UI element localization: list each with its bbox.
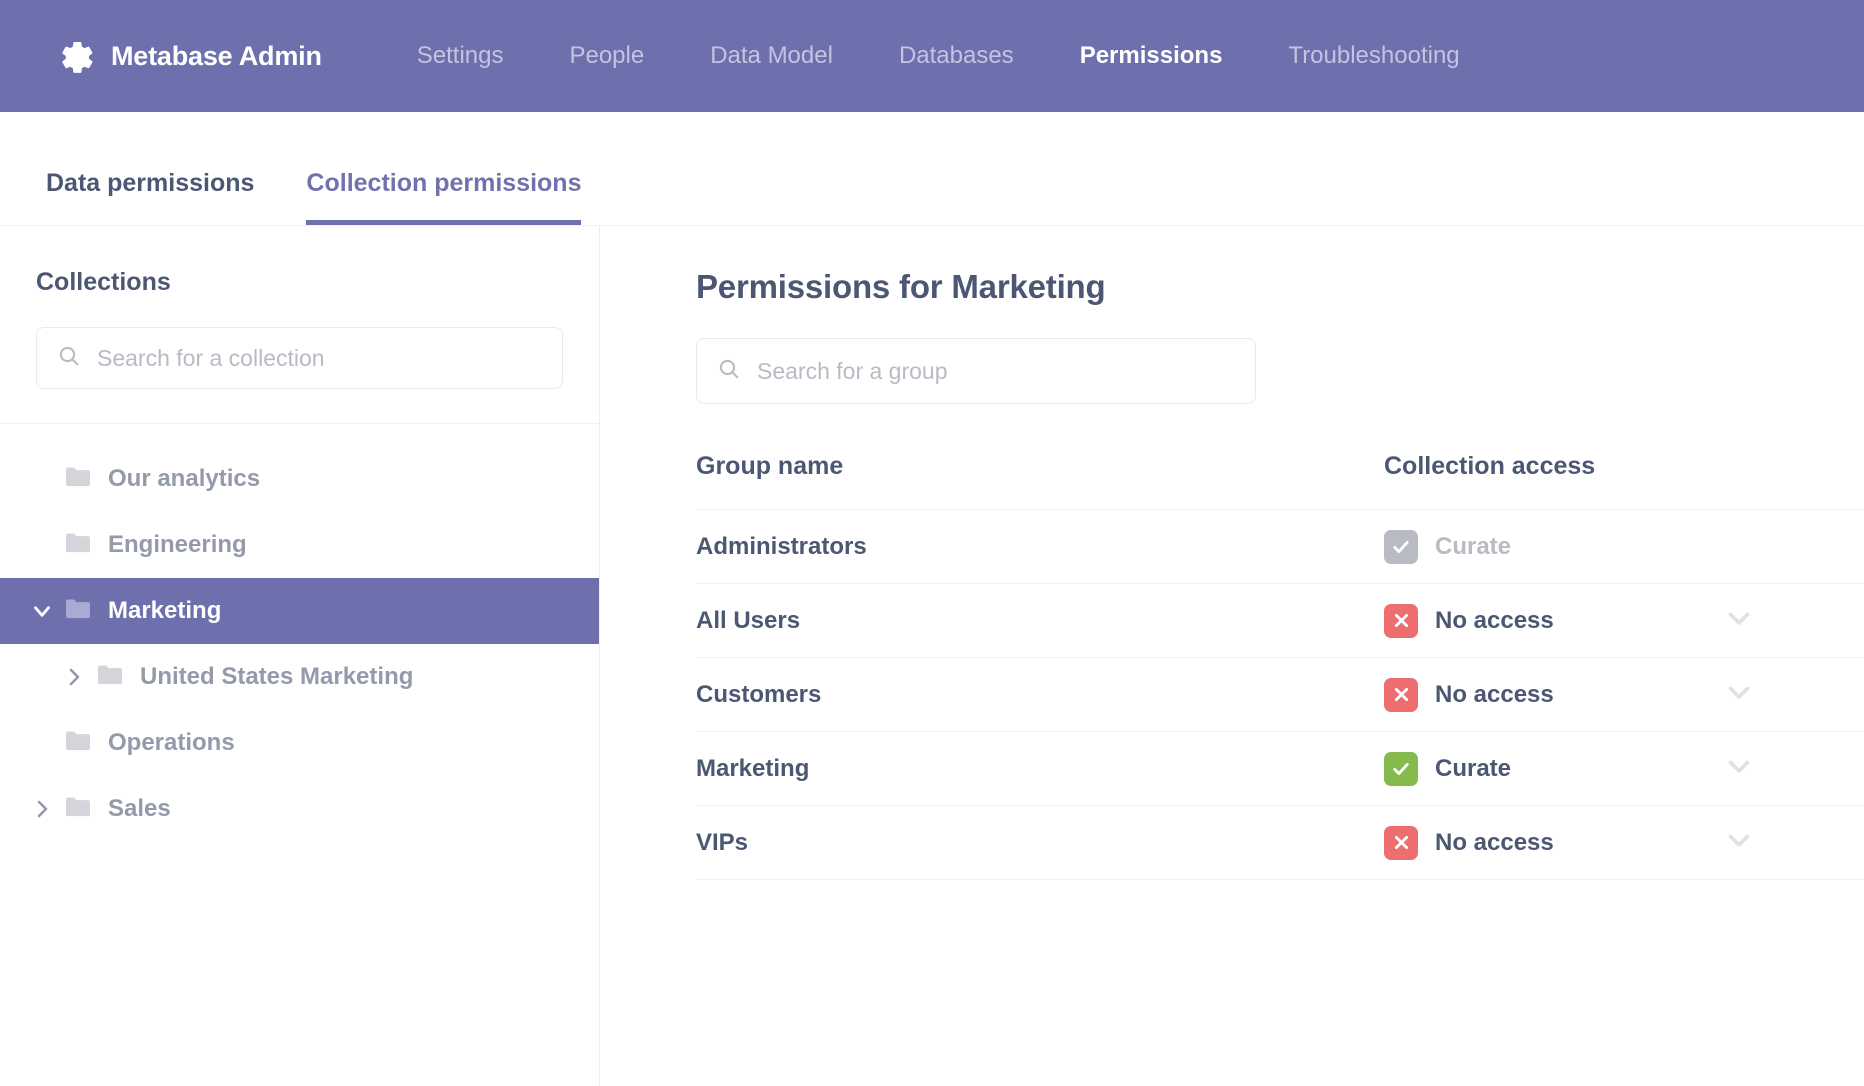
search-icon (57, 344, 81, 373)
tab-collection-permissions[interactable]: Collection permissions (306, 169, 582, 225)
cross-icon (1384, 603, 1418, 638)
brand-title: Metabase Admin (111, 40, 322, 71)
page-title: Permissions for Marketing (696, 268, 1106, 305)
access-control-customers[interactable]: No access (1384, 677, 1554, 712)
page-body: Collections Our analytics (0, 226, 1864, 1086)
tab-data-permissions[interactable]: Data permissions (46, 169, 255, 197)
admin-top-bar: Metabase Admin Settings People Data Mode… (0, 0, 1864, 112)
collection-search-box[interactable] (36, 327, 563, 389)
collection-label: Operations (108, 729, 235, 756)
access-label: No access (1435, 828, 1554, 856)
table-row: All Users No access (696, 584, 1864, 658)
nav-item-settings[interactable]: Settings (416, 42, 504, 69)
collection-label: Our analytics (108, 465, 261, 492)
access-control-marketing[interactable]: Curate (1384, 751, 1512, 786)
collection-item-engineering[interactable]: Engineering (0, 512, 599, 578)
cross-icon (1384, 825, 1418, 860)
collection-access-cell: No access (1384, 823, 1864, 862)
access-dropdown-chevron-down-icon[interactable] (1722, 749, 1756, 788)
access-label: Curate (1435, 754, 1512, 782)
collection-label: Engineering (108, 531, 247, 558)
folder-icon (64, 531, 92, 560)
check-icon (1384, 751, 1418, 786)
table-row: Customers No access (696, 658, 1864, 732)
sidebar-header: Collections (0, 226, 599, 424)
collection-access-cell: Curate (1384, 749, 1864, 788)
chevron-right-icon[interactable] (20, 797, 64, 821)
collection-item-sales[interactable]: Sales (0, 776, 599, 842)
table-header-row: Group name Collection access (696, 452, 1864, 510)
access-dropdown-chevron-down-icon[interactable] (1722, 675, 1756, 714)
access-dropdown-chevron-down-icon[interactable] (1722, 823, 1756, 862)
collection-access-cell: No access (1384, 601, 1864, 640)
gear-icon (52, 35, 94, 77)
collections-sidebar: Collections Our analytics (0, 226, 600, 1086)
search-icon (717, 357, 741, 386)
collection-access-cell: No access (1384, 675, 1864, 714)
group-name-cell: Administrators (696, 532, 867, 560)
brand-logo[interactable]: Metabase Admin (52, 35, 322, 77)
collection-label: United States Marketing (140, 663, 414, 690)
group-search-box[interactable] (696, 338, 1256, 404)
permissions-main-panel: Permissions for Marketing Group name Col… (600, 226, 1864, 1086)
nav-item-troubleshooting[interactable]: Troubleshooting (1288, 42, 1460, 69)
permissions-table: Group name Collection access Administrat… (696, 452, 1864, 880)
nav-item-databases[interactable]: Databases (898, 42, 1014, 69)
collection-item-united-states-marketing[interactable]: United States Marketing (0, 644, 599, 710)
folder-icon (96, 663, 124, 692)
collection-access-cell: Curate (1384, 529, 1864, 564)
permissions-tabbar: Data permissions Collection permissions (0, 112, 1864, 226)
column-header-collection-access: Collection access (1384, 452, 1596, 480)
admin-nav: Settings People Data Model Databases Per… (384, 42, 1493, 70)
collection-item-operations[interactable]: Operations (0, 710, 599, 776)
column-header-group-name: Group name (696, 452, 844, 480)
chevron-down-icon[interactable] (20, 598, 64, 624)
nav-item-permissions[interactable]: Permissions (1079, 42, 1223, 69)
group-name-cell: Marketing (696, 754, 810, 782)
check-icon (1384, 529, 1418, 564)
collection-search-input[interactable] (97, 344, 542, 372)
access-control-all-users[interactable]: No access (1384, 603, 1554, 638)
chevron-right-icon[interactable] (52, 665, 96, 689)
collection-tree: Our analytics Engineering Marketing (0, 424, 599, 842)
collection-item-our-analytics[interactable]: Our analytics (0, 446, 599, 512)
table-row: Marketing Curate (696, 732, 1864, 806)
group-name-cell: Customers (696, 680, 822, 708)
access-control-vips[interactable]: No access (1384, 825, 1554, 860)
collection-item-marketing[interactable]: Marketing (0, 578, 599, 644)
collection-label: Marketing (108, 597, 222, 624)
access-label: Curate (1435, 532, 1512, 560)
table-row: VIPs No access (696, 806, 1864, 880)
folder-icon (64, 597, 92, 626)
access-dropdown-chevron-down-icon[interactable] (1722, 601, 1756, 640)
cross-icon (1384, 677, 1418, 712)
nav-item-people[interactable]: People (569, 42, 645, 69)
nav-item-data-model[interactable]: Data Model (710, 42, 833, 69)
folder-icon (64, 795, 92, 824)
collection-label: Sales (108, 795, 171, 822)
folder-icon (64, 465, 92, 494)
access-label: No access (1435, 680, 1554, 708)
sidebar-title: Collections (36, 268, 171, 296)
group-search-input[interactable] (757, 357, 1235, 385)
folder-icon (64, 729, 92, 758)
access-control-administrators: Curate (1384, 529, 1512, 564)
table-row: Administrators Curate (696, 510, 1864, 584)
access-label: No access (1435, 606, 1554, 634)
group-name-cell: VIPs (696, 828, 749, 856)
group-name-cell: All Users (696, 606, 801, 634)
